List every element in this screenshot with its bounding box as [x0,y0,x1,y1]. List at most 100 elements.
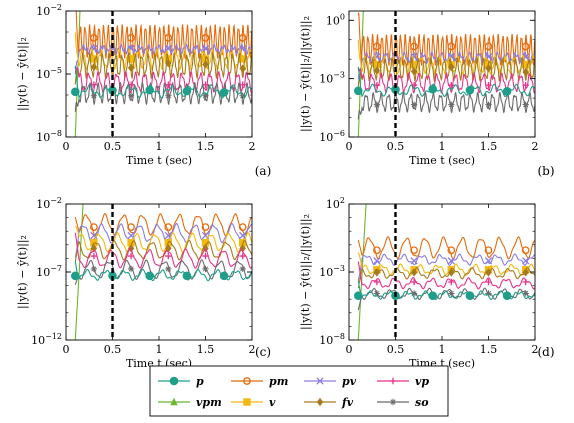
series-marker-so-0 [373,290,381,297]
series-marker-fv-1 [127,244,135,253]
series-line-pm [357,236,535,260]
x-tick-label: 0 [63,343,70,356]
x-tick-label: 2 [249,140,256,153]
panel-b: 0 0.5 1 1.5 2 10−6 10−3 100 Time t (sec) ||y(t) −… [299,10,555,178]
panel-tag: (c) [255,345,271,359]
series-marker-pm-1 [127,223,135,231]
y-axis-label: ||y(t) − ŷ(t)||₂/||y(t)||₂ [299,16,313,132]
series-line-vp [74,232,252,269]
series-marker-pm-4 [238,34,247,42]
series-marker-fv-3 [202,60,209,69]
series-marker-pm-4 [521,246,530,255]
series-marker-fv-4 [522,67,529,77]
series-line-p [74,65,252,99]
series-marker-p-2 [145,271,154,281]
y-axis-label: ||y(t) − ŷ(t)||₂/||y(t)||₂ [299,214,313,330]
series-marker-vp-2 [165,81,172,88]
y-tick-label: 10−2 [36,196,62,211]
legend-item-vpm: vpm [158,396,222,409]
legend-marker-p [169,376,179,386]
series-marker-fv-0 [373,66,381,75]
series-marker-fv-1 [410,67,418,76]
plot-area [71,204,252,340]
x-tick-label: 0 [63,140,70,153]
x-tick-label: 0 [346,343,353,356]
series-marker-so-3 [202,92,209,99]
legend-label-p: p [196,375,204,388]
x-tick-label: 0.5 [104,343,122,356]
series-marker-pm-2 [447,246,456,255]
y-axis-label: ||y(t) − ŷ(t)||₂ [16,235,30,309]
series-marker-fv-3 [485,268,492,277]
x-tick-label: 2 [249,343,256,356]
series-marker-fv-4 [239,64,246,73]
series-line-pm [75,11,252,60]
y-tick-label: 10−2 [36,3,62,18]
series-marker-so-3 [202,265,209,273]
x-tick-label: 0 [346,140,353,153]
legend-item-so: so [377,396,429,409]
series-marker-vp-2 [448,278,455,286]
legend-item-v: v [231,396,276,409]
series-marker-so-1 [127,92,135,99]
y-tick-label: 10−7 [36,264,62,279]
series-marker-p-0 [71,271,80,281]
series-marker-p-0 [71,87,80,97]
series-marker-pv-4 [239,231,247,240]
series-marker-p-4 [219,271,229,281]
series-marker-vp-0 [373,81,381,89]
series-marker-pv-3 [201,44,210,53]
legend: p pm pv vp vpm v fv so [149,365,449,417]
series-marker-vp-3 [202,252,209,260]
legend-label-v: v [269,396,276,409]
legend-label-fv: fv [341,396,354,409]
series-marker-pm-0 [373,246,381,255]
series-marker-pm-2 [164,223,173,231]
series-marker-so-0 [90,92,98,99]
y-tick-label: 100 [326,12,345,27]
series-marker-pv-2 [447,257,455,265]
series-marker-fv-4 [522,268,529,277]
legend-item-vp: vp [377,375,429,388]
series-marker-fv-0 [90,62,98,72]
panel-tag: (a) [255,164,272,178]
series-marker-so-2 [165,92,172,99]
legend-label-pm: pm [269,375,288,388]
legend-label-vpm: vpm [196,396,222,409]
x-tick-label: 1 [156,343,163,356]
series-marker-fv-3 [202,244,209,253]
legend-label-pv: pv [342,375,357,388]
series-marker-so-0 [90,265,98,273]
y-axis-label: ||y(t) − ŷ(t)||₂ [16,37,30,111]
series-marker-so-3 [485,101,492,108]
series-marker-p-3 [465,291,475,300]
series-marker-pm-1 [127,34,135,42]
legend-label-so: so [415,396,429,409]
series-marker-pm-1 [410,42,418,51]
series-marker-vp-4 [239,252,246,260]
series-marker-so-1 [410,101,418,108]
series-line-fv [74,51,252,85]
series-marker-pm-3 [484,246,493,255]
series-marker-p-2 [145,85,154,95]
series-marker-p-4 [219,88,229,97]
legend-marker-pv [316,377,324,385]
series-marker-pm-3 [484,42,493,51]
series-marker-pm-2 [447,42,456,51]
legend-item-pm: pm [231,375,288,388]
legend-box [149,365,449,417]
panel-tag: (d) [537,345,554,359]
series-marker-so-4 [239,265,246,273]
series-marker-pm-0 [90,223,98,231]
series-line-fv [357,267,535,289]
series-marker-pm-0 [373,42,381,51]
y-tick-label: 10−3 [319,71,345,86]
legend-marker-vpm [170,397,178,406]
x-tick-label: 0.5 [387,140,405,153]
x-tick-label: 1 [439,343,446,356]
series-marker-p-4 [502,87,512,96]
y-tick-label: 10−8 [36,129,62,144]
